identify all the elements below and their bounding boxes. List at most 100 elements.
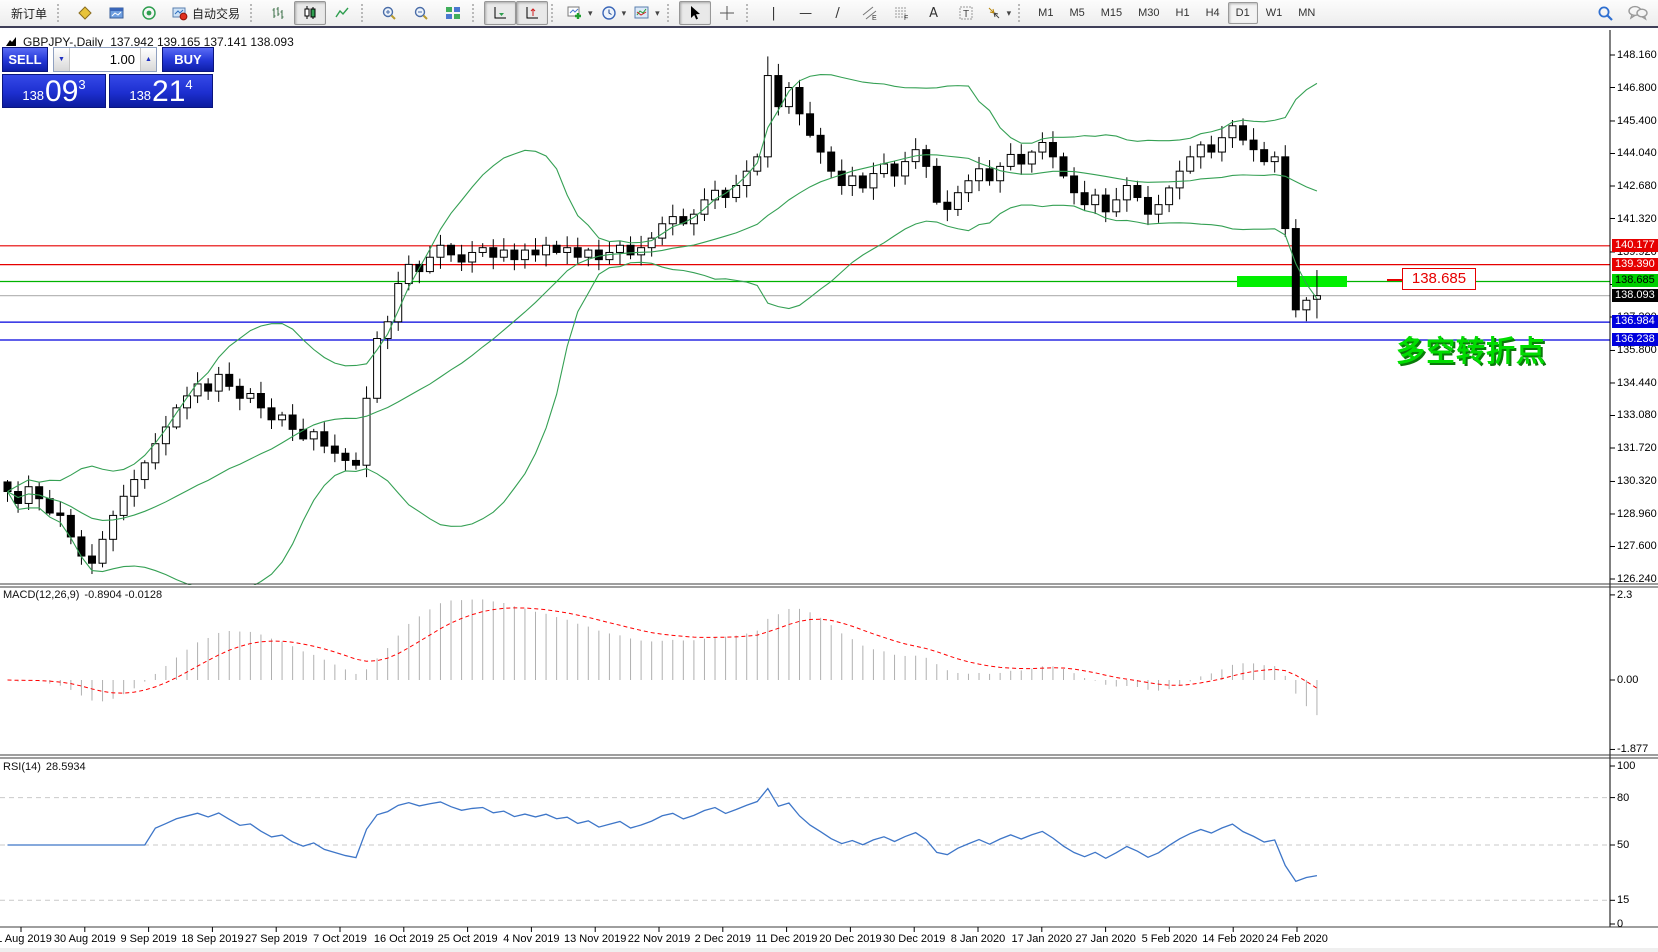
timeframe-h4[interactable]: H4 — [1205, 7, 1220, 19]
indicators-button[interactable]: ▾ — [563, 1, 597, 25]
sell-price-pip: 3 — [78, 77, 86, 92]
arrows-tool[interactable]: ▾ — [982, 1, 1016, 25]
timeframe-mn[interactable]: MN — [1298, 7, 1316, 19]
price-axis-tick: 146.800 — [1617, 81, 1657, 94]
new-order-button[interactable]: 新订单 — [11, 6, 48, 21]
rsi-current-value: 28.5934 — [45, 761, 86, 773]
date-axis-label: 30 Aug 2019 — [53, 933, 116, 945]
toolbar-grip — [666, 4, 674, 22]
zoom-in-button[interactable] — [373, 1, 405, 25]
timeframe-h1[interactable]: H1 — [1175, 7, 1190, 19]
price-axis-tick: 144.040 — [1617, 147, 1657, 160]
text-label-tool[interactable]: T — [950, 1, 982, 25]
tile-windows-button[interactable] — [437, 1, 469, 25]
crosshair-button[interactable] — [711, 1, 743, 25]
price-level-callout[interactable]: 138.685 — [1402, 268, 1476, 290]
date-axis-label: 27 Sep 2019 — [244, 933, 308, 945]
price-badge: 139.390 — [1612, 257, 1658, 271]
metaeditor-button[interactable] — [69, 1, 101, 25]
date-axis-label: 16 Oct 2019 — [373, 933, 434, 945]
buy-price[interactable]: 138 21 4 — [109, 74, 213, 108]
toolbar: 新订单 自动交易 — [0, 0, 1658, 28]
macd-axis-tick: -1.877 — [1617, 743, 1649, 756]
svg-text:F: F — [904, 15, 908, 21]
symbol-period-label: GBPJPY-,Daily — [23, 35, 104, 49]
toolbar-grip — [472, 4, 479, 22]
price-badge: 138.093 — [1612, 288, 1658, 302]
candlestick-icon — [304, 6, 316, 19]
text-tool[interactable]: A — [929, 5, 939, 21]
autotrading-button[interactable]: 自动交易 — [165, 1, 247, 25]
buy-price-main: 21 — [152, 75, 186, 108]
chat-icon[interactable] — [1628, 5, 1648, 21]
arrows-icon — [988, 7, 999, 19]
date-axis-label: 24 Feb 2020 — [1266, 933, 1328, 945]
price-badge: 138.685 — [1612, 274, 1658, 288]
timeframe-m1[interactable]: M1 — [1038, 7, 1054, 19]
vertical-line-tool[interactable]: | — [771, 5, 776, 21]
price-callout-connector — [1387, 279, 1402, 281]
date-axis-label: 22 Nov 2019 — [627, 933, 691, 945]
chart-title: GBPJPY-,Daily 137.942 139.165 137.141 13… — [6, 35, 294, 49]
rsi-axis-tick: 50 — [1617, 839, 1630, 851]
crosshair-icon — [719, 6, 734, 20]
price-axis-tick: 130.320 — [1617, 475, 1657, 488]
search-icon[interactable] — [1597, 5, 1614, 22]
price-axis-tick: 141.320 — [1617, 212, 1657, 225]
dropdown-arrow-icon: ▾ — [655, 7, 660, 18]
indicators-icon — [567, 6, 582, 19]
bar-chart-button[interactable] — [262, 1, 294, 25]
sell-price-prefix: 138 — [22, 88, 45, 103]
periods-button[interactable]: ▾ — [597, 1, 631, 25]
chart-shift-icon — [526, 7, 539, 19]
channel-tool[interactable]: E — [854, 1, 886, 25]
buy-price-prefix: 138 — [129, 88, 152, 103]
auto-scroll-icon — [494, 7, 507, 19]
timeframe-m5[interactable]: M5 — [1069, 7, 1085, 19]
autotrading-label: 自动交易 — [192, 6, 241, 21]
auto-scroll-button[interactable] — [484, 1, 517, 25]
sell-button[interactable]: SELL — [2, 47, 48, 72]
market-watch-button[interactable] — [133, 1, 165, 25]
trendline-tool[interactable]: / — [835, 5, 840, 21]
line-chart-icon — [335, 7, 349, 18]
timeframe-w1[interactable]: W1 — [1265, 7, 1283, 19]
date-axis-label: 2 Dec 2019 — [694, 933, 751, 945]
horizontal-line-tool[interactable]: — — [799, 5, 813, 21]
new-chart-button[interactable] — [101, 1, 133, 25]
bar-chart-icon — [272, 7, 284, 19]
volume-increase-button[interactable]: ▲ — [140, 48, 156, 71]
volume-input[interactable]: 1.00 — [109, 52, 135, 67]
price-axis-tick: 128.960 — [1617, 507, 1657, 520]
timeframe-d1[interactable]: D1 — [1227, 2, 1258, 24]
cursor-button[interactable] — [678, 1, 711, 25]
svg-text:T: T — [963, 9, 969, 20]
templates-button[interactable]: ▾ — [630, 1, 664, 25]
line-chart-button[interactable] — [326, 1, 358, 25]
chart-symbol-icon — [6, 37, 16, 46]
buy-button[interactable]: BUY — [162, 47, 214, 72]
date-axis-label: 7 Oct 2019 — [313, 933, 367, 945]
date-axis-label: 30 Dec 2019 — [882, 933, 946, 945]
price-axis-tick: 148.160 — [1617, 49, 1657, 61]
template-icon — [634, 6, 649, 19]
volume-decrease-button[interactable]: ▼ — [54, 48, 70, 71]
fibonacci-tool[interactable]: F — [886, 1, 918, 25]
signal-icon — [142, 6, 156, 20]
timeframe-m15[interactable]: M15 — [1100, 7, 1123, 19]
timeframe-m30[interactable]: M30 — [1138, 7, 1160, 19]
price-axis-tick: 135.800 — [1617, 344, 1657, 357]
price-axis-tick: 133.080 — [1617, 409, 1657, 422]
rsi-axis-tick: 100 — [1617, 760, 1636, 772]
toolbar-right — [1597, 5, 1648, 22]
new-chart-icon — [109, 7, 124, 19]
candlestick-chart-button[interactable] — [294, 1, 327, 25]
toolbar-grip — [250, 4, 257, 22]
toolbar-grip — [57, 4, 64, 22]
zoom-out-button[interactable] — [405, 1, 437, 25]
chart-shift-button[interactable] — [516, 1, 549, 25]
sell-price[interactable]: 138 09 3 — [2, 74, 106, 108]
price-axis-tick: 126.240 — [1617, 572, 1657, 585]
tile-windows-icon — [446, 7, 461, 19]
